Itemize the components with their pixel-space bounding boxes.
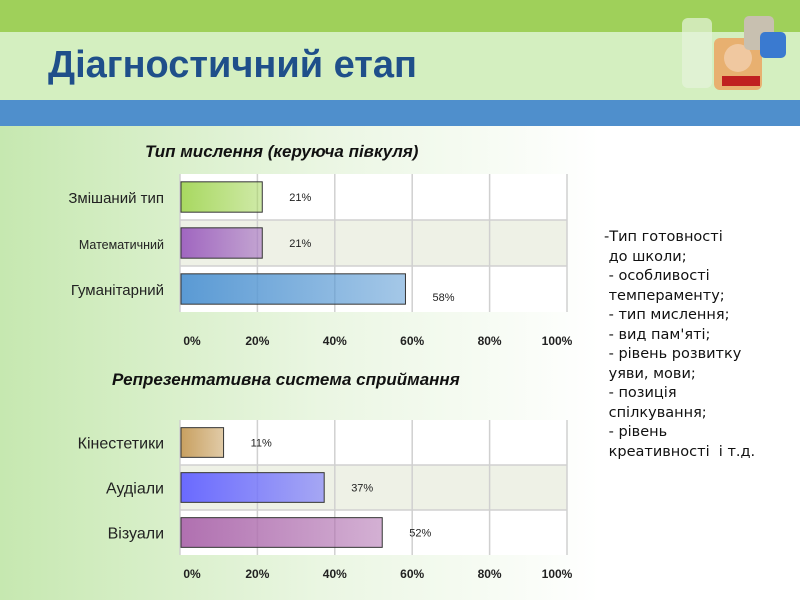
bar [180, 227, 263, 259]
category-label: Кінестетики [78, 436, 164, 453]
bar [180, 273, 406, 305]
top-bar [0, 0, 800, 32]
data-label: 21% [289, 238, 311, 250]
x-tick-label: 100% [542, 334, 573, 348]
data-label: 58% [432, 292, 454, 304]
bar [180, 472, 325, 503]
x-tick-label: 100% [542, 567, 573, 581]
x-tick-label: 20% [245, 334, 269, 348]
note-line: - позиція [604, 385, 677, 401]
bar [180, 181, 263, 213]
note-line: -Тип готовності [604, 229, 723, 245]
bar [180, 427, 225, 458]
category-label: Математичний [79, 238, 164, 252]
x-tick-label: 60% [400, 567, 424, 581]
data-label: 11% [251, 438, 272, 450]
slide-title: Діагностичний етап [48, 44, 417, 86]
bar [180, 517, 383, 548]
puzzle-image [682, 16, 786, 90]
note-line: - рівень розвитку [604, 346, 742, 362]
header-band [0, 32, 800, 100]
blue-bar [0, 100, 800, 126]
data-label: 21% [289, 192, 311, 204]
data-label: 52% [409, 528, 431, 540]
chart1-title: Тип мислення (керуюча півкуля) [145, 142, 419, 161]
x-tick-label: 40% [323, 334, 347, 348]
category-label: Аудіали [106, 481, 164, 498]
note-line: спілкування; [604, 404, 707, 421]
note-line: темпераменту; [604, 287, 725, 304]
chart-perception-system: Кінестетики 11% Аудіали 37% Візуали 52% 0% 20% 4… [78, 420, 573, 581]
note-line: - тип мислення; [604, 307, 730, 323]
note-line: креативності і т.д. [604, 443, 756, 460]
x-tick-label: 0% [183, 334, 201, 348]
chart-thinking-type: Змішаний тип 21% Математичний 21% Гуманітарн… [68, 174, 573, 348]
category-label: Гуманітарний [71, 282, 164, 299]
x-tick-label: 80% [478, 567, 502, 581]
x-tick-label: 80% [478, 334, 502, 348]
category-label: Візуали [108, 526, 164, 543]
note-line: до школи; [604, 248, 687, 265]
note-line: уяви, мови; [604, 365, 696, 382]
x-tick-label: 60% [400, 334, 424, 348]
note-line: - рівень [604, 424, 668, 440]
x-tick-label: 20% [245, 567, 269, 581]
x-tick-label: 40% [323, 567, 347, 581]
category-label: Змішаний тип [68, 190, 164, 207]
notes-list: -Тип готовності до школи; - особливості … [604, 228, 755, 462]
row-band [180, 420, 567, 465]
data-label: 37% [351, 483, 373, 495]
note-line: - особливості [604, 268, 710, 284]
note-line: - вид пам'яті; [604, 326, 711, 343]
x-tick-label: 0% [183, 567, 201, 581]
chart2-title: Репрезентативна система сприймання [112, 370, 460, 389]
